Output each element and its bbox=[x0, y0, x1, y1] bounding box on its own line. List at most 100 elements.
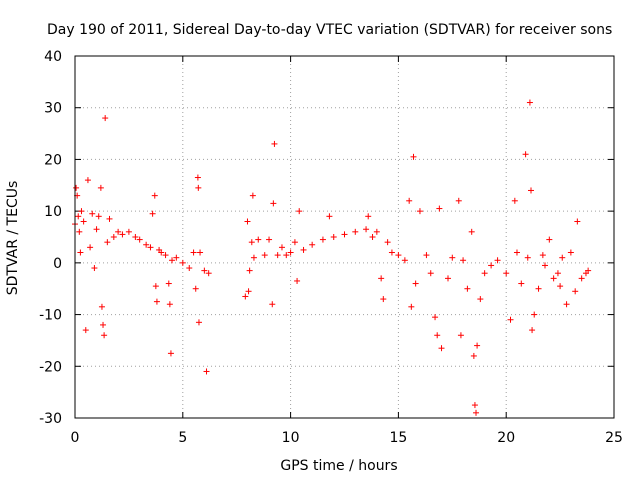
tick-labels: 0 5 10 15 20 25 -30 -20 -10 0 10 20 30 40 bbox=[39, 49, 623, 446]
data-point bbox=[186, 265, 193, 272]
data-point bbox=[438, 345, 445, 352]
data-point bbox=[205, 270, 212, 277]
data-point bbox=[427, 270, 434, 277]
data-point bbox=[158, 249, 165, 256]
data-point bbox=[296, 208, 303, 215]
data-point bbox=[410, 153, 417, 160]
data-point bbox=[283, 252, 290, 259]
data-point bbox=[526, 99, 533, 106]
data-point bbox=[95, 213, 102, 220]
data-point bbox=[388, 249, 395, 256]
data-point bbox=[287, 249, 294, 256]
data-point bbox=[531, 311, 538, 318]
data-point bbox=[149, 210, 156, 217]
data-point bbox=[373, 228, 380, 235]
data-point bbox=[408, 303, 415, 310]
data-point bbox=[76, 228, 83, 235]
data-point bbox=[167, 350, 174, 357]
data-point bbox=[309, 241, 316, 248]
data-point bbox=[395, 252, 402, 259]
data-point bbox=[73, 184, 80, 191]
data-point bbox=[546, 236, 553, 243]
data-point bbox=[572, 288, 579, 295]
data-point bbox=[550, 275, 557, 282]
data-point bbox=[132, 234, 139, 240]
data-point bbox=[261, 252, 268, 259]
data-point bbox=[91, 265, 98, 272]
data-point bbox=[524, 254, 531, 261]
data-point bbox=[179, 259, 186, 266]
data-point bbox=[291, 239, 298, 246]
data-point bbox=[460, 257, 467, 264]
data-point bbox=[457, 332, 464, 339]
data-point bbox=[574, 218, 581, 225]
data-point bbox=[104, 239, 111, 246]
data-point bbox=[242, 293, 249, 300]
data-point bbox=[82, 327, 89, 334]
y-tick-label: 20 bbox=[44, 152, 62, 168]
data-point bbox=[165, 280, 172, 287]
data-point bbox=[173, 254, 180, 261]
data-points bbox=[72, 99, 592, 416]
data-point bbox=[365, 213, 372, 220]
y-tick-label: -30 bbox=[39, 411, 62, 427]
data-point bbox=[97, 184, 104, 191]
data-point bbox=[369, 234, 376, 240]
data-point bbox=[363, 226, 370, 233]
x-tick-label: 5 bbox=[178, 430, 187, 446]
data-point bbox=[100, 321, 107, 328]
data-point bbox=[249, 192, 256, 199]
data-point bbox=[87, 244, 94, 251]
data-point bbox=[436, 205, 443, 212]
data-point bbox=[535, 285, 542, 292]
data-point bbox=[511, 197, 518, 204]
data-point bbox=[378, 275, 385, 282]
y-tick-label: -10 bbox=[39, 308, 62, 324]
data-point bbox=[115, 228, 122, 235]
y-tick-label: 30 bbox=[44, 101, 62, 117]
data-point bbox=[255, 236, 262, 243]
data-point bbox=[326, 213, 333, 220]
data-point bbox=[101, 332, 108, 339]
data-point bbox=[119, 231, 126, 238]
data-point bbox=[464, 285, 471, 292]
plot-frame bbox=[74, 55, 615, 419]
data-point bbox=[477, 296, 484, 303]
data-point bbox=[384, 239, 391, 246]
data-point bbox=[559, 254, 566, 261]
data-point bbox=[152, 283, 159, 290]
data-point bbox=[80, 218, 87, 225]
data-point bbox=[432, 314, 439, 321]
data-point bbox=[125, 228, 132, 235]
data-point bbox=[278, 244, 285, 251]
data-point bbox=[444, 275, 451, 282]
data-point bbox=[197, 249, 204, 256]
data-point bbox=[578, 275, 585, 282]
data-point bbox=[192, 285, 199, 292]
data-point bbox=[470, 352, 477, 359]
data-point bbox=[294, 277, 301, 284]
data-point bbox=[585, 267, 592, 274]
data-point bbox=[557, 283, 564, 290]
y-tick-label: 40 bbox=[44, 49, 62, 65]
data-point bbox=[341, 231, 348, 238]
y-tick-label: -20 bbox=[39, 359, 62, 375]
data-point bbox=[77, 249, 84, 256]
data-point bbox=[380, 296, 387, 303]
chart-title: Day 190 of 2011, Sidereal Day-to-day VTE… bbox=[47, 22, 612, 38]
data-point bbox=[330, 234, 337, 240]
data-point bbox=[102, 115, 109, 122]
data-point bbox=[89, 210, 96, 217]
data-point bbox=[488, 262, 495, 269]
data-point bbox=[401, 257, 408, 264]
data-point bbox=[270, 200, 277, 207]
data-point bbox=[507, 316, 514, 323]
data-point bbox=[473, 409, 480, 416]
x-tick-label: 25 bbox=[605, 430, 623, 446]
data-point bbox=[471, 402, 478, 409]
data-point bbox=[567, 249, 574, 256]
data-point bbox=[522, 151, 529, 158]
x-tick-label: 20 bbox=[497, 430, 515, 446]
x-tick-label: 15 bbox=[389, 430, 407, 446]
